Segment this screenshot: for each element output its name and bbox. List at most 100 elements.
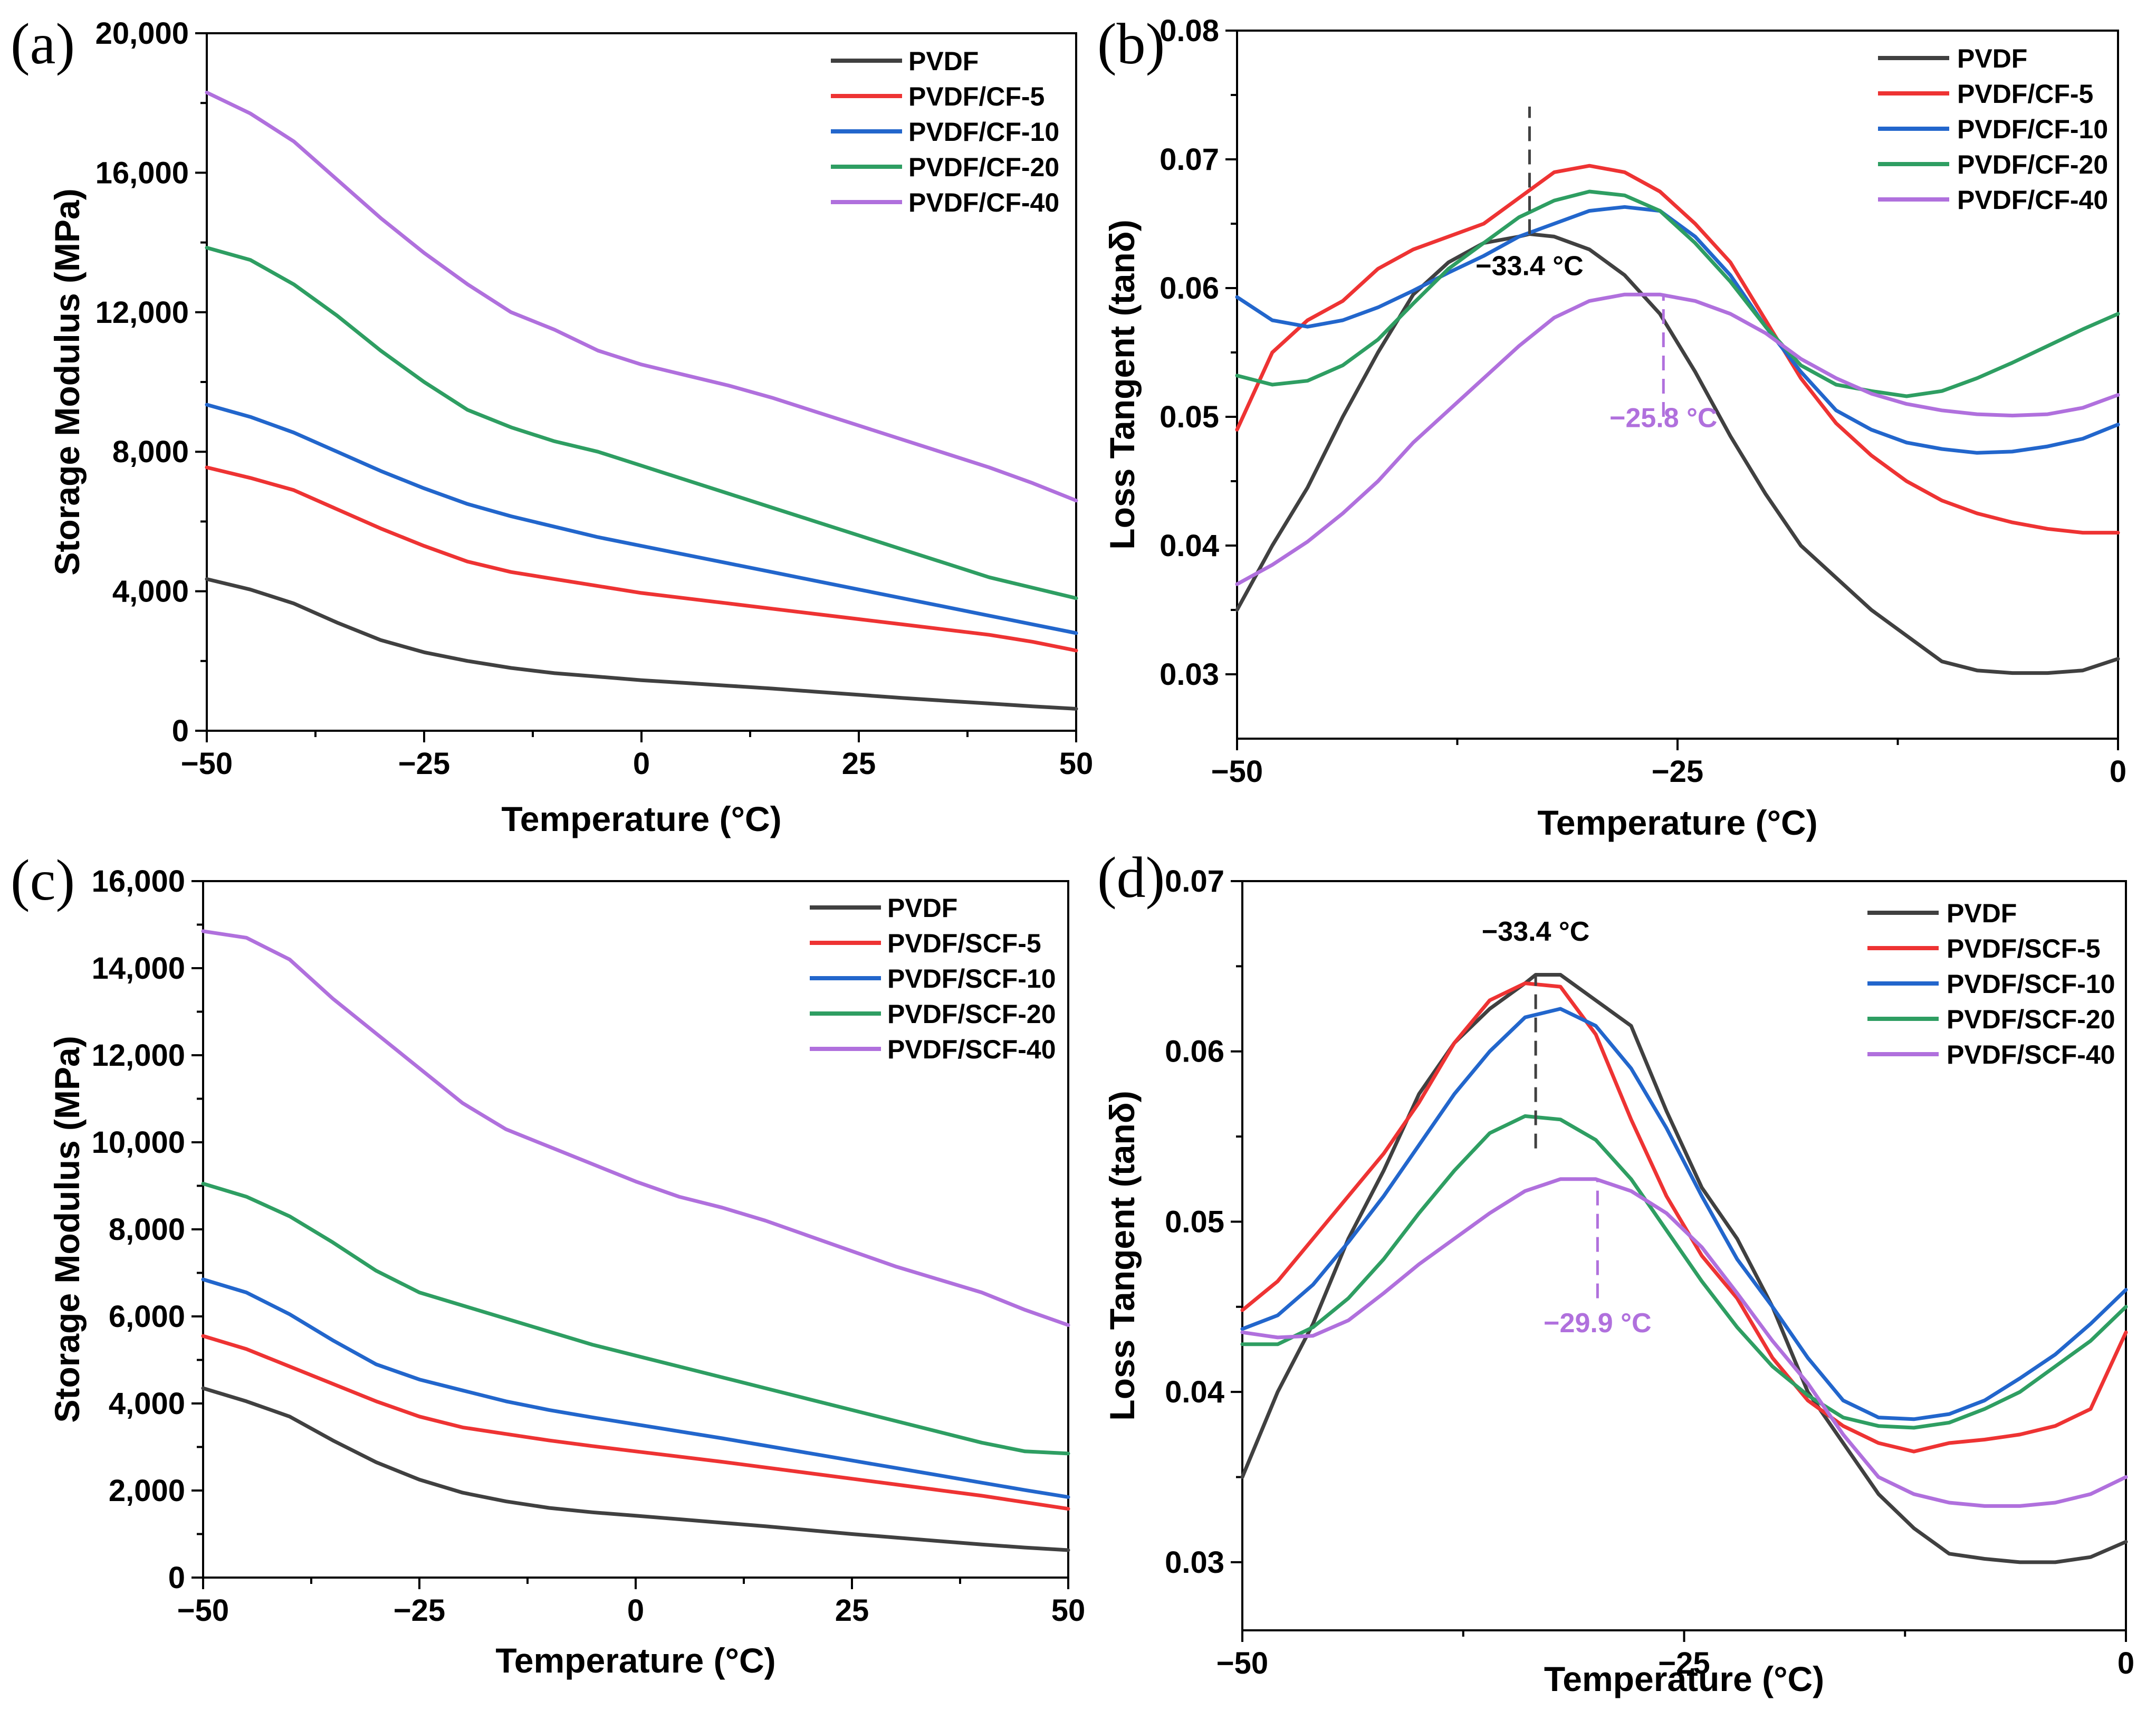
series-line-b-pvdf-cf-20 <box>1235 189 2120 398</box>
series-line-a-pvdf-cf-5 <box>205 465 1078 653</box>
legend-label-a: PVDF/CF-10 <box>908 117 1059 147</box>
y-tick-label-c: 2,000 <box>109 1474 185 1508</box>
legend-label-a: PVDF/CF-40 <box>908 188 1059 217</box>
x-tick-label-a: 25 <box>842 747 876 781</box>
panel-a: (a) −50 −25 0 25 50 0 4,000 8,000 12,000 16,000 20,… <box>11 12 1093 838</box>
x-axis-title-d: Temperature (°C) <box>1544 1659 1824 1698</box>
y-tick-label-c: 6,000 <box>109 1300 185 1334</box>
x-axis-title-a: Temperature (°C) <box>501 799 781 838</box>
y-tick-label-c: 4,000 <box>109 1387 185 1421</box>
x-tick-label-c: 0 <box>627 1593 644 1628</box>
x-tick-label-d: −50 <box>1216 1646 1268 1680</box>
series-line-d-pvdf-scf-40 <box>1240 1177 2128 1508</box>
x-tick-label-b: 0 <box>2110 754 2126 789</box>
y-tick-label-b: 0.07 <box>1160 142 1219 177</box>
panel-letter-a: (a) <box>11 12 75 76</box>
y-tick-label-b: 0.06 <box>1160 271 1219 305</box>
legend-label-a: PVDF/CF-20 <box>908 152 1059 182</box>
panel-letter-c: (c) <box>11 848 75 912</box>
y-tick-label-d: 0.07 <box>1165 864 1224 899</box>
x-tick-label-a: 0 <box>633 747 650 781</box>
legend-label-b: PVDF <box>1957 44 2027 73</box>
series-line-c-pvdf-scf-5 <box>201 1334 1070 1511</box>
series-line-c-pvdf-scf-20 <box>201 1181 1070 1456</box>
legend-label-d: PVDF/SCF-10 <box>1947 969 2115 999</box>
series-line-b-pvdf-cf-5 <box>1235 164 2120 535</box>
peak-label-d: −33.4 °C <box>1482 916 1589 947</box>
legend-label-b: PVDF/CF-40 <box>1957 185 2108 215</box>
series-line-d-pvdf-scf-10 <box>1240 1007 2128 1421</box>
series-line-a-pvdf-cf-10 <box>205 403 1078 635</box>
series-line-a-pvdf-cf-20 <box>205 246 1078 600</box>
legend-label-d: PVDF <box>1947 899 2017 928</box>
legend-label-c: PVDF/SCF-20 <box>887 999 1056 1029</box>
series-line-d-pvdf <box>1240 973 2128 1564</box>
series-line-d-pvdf-scf-20 <box>1240 1114 2128 1430</box>
y-tick-label-c: 8,000 <box>109 1212 185 1247</box>
panel-c: (c) −50 −25 0 25 50 0 2,000 4,000 6,000 8,000 10,00… <box>11 848 1085 1680</box>
series-line-a-pvdf <box>205 577 1078 711</box>
legend-label-b: PVDF/CF-10 <box>1957 114 2108 144</box>
x-tick-label-b: −50 <box>1211 754 1263 789</box>
series-line-b-pvdf-cf-40 <box>1235 292 2120 586</box>
y-tick-label-d: 0.04 <box>1165 1375 1224 1409</box>
peak-label-d: −29.9 °C <box>1544 1308 1651 1339</box>
peak-label-b: −33.4 °C <box>1475 251 1583 282</box>
panel-b: (b) −50 −25 0 0.03 0.04 0.05 0.06 0.07 0.08 Temper… <box>1097 12 2126 842</box>
x-tick-label-a: −50 <box>181 747 233 781</box>
x-tick-label-b: −25 <box>1652 754 1703 789</box>
y-tick-label-c: 10,000 <box>92 1125 185 1160</box>
y-tick-label-a: 16,000 <box>95 156 189 190</box>
y-axis-title-b: Loss Tangent (tanδ) <box>1103 219 1142 549</box>
y-tick-label-c: 12,000 <box>92 1038 185 1073</box>
panel-letter-d: (d) <box>1097 845 1165 910</box>
series-line-c-pvdf <box>201 1386 1070 1552</box>
series-line-b-pvdf-cf-10 <box>1235 205 2120 455</box>
y-tick-label-b: 0.05 <box>1160 400 1219 434</box>
legend-label-a: PVDF <box>908 46 979 76</box>
series-line-a-pvdf-cf-40 <box>205 90 1078 503</box>
y-axis-title-c: Storage Modulus (MPa) <box>47 1036 87 1422</box>
y-tick-label-d: 0.03 <box>1165 1545 1224 1580</box>
x-tick-label-a: 50 <box>1059 747 1094 781</box>
legend-label-d: PVDF/SCF-40 <box>1947 1040 2115 1069</box>
y-tick-label-d: 0.05 <box>1165 1205 1224 1239</box>
x-axis-title-b: Temperature (°C) <box>1537 803 1817 842</box>
y-tick-label-b: 0.04 <box>1160 529 1219 563</box>
legend-label-c: PVDF/SCF-5 <box>887 929 1041 958</box>
legend-label-a: PVDF/CF-5 <box>908 82 1045 111</box>
series-line-b-pvdf <box>1235 232 2120 675</box>
legend-label-d: PVDF/SCF-5 <box>1947 934 2101 963</box>
y-axis-title-d: Loss Tangent (tanδ) <box>1103 1091 1142 1420</box>
x-tick-label-c: −25 <box>394 1593 445 1628</box>
x-tick-label-c: 50 <box>1051 1593 1086 1628</box>
x-tick-label-d: 0 <box>2117 1646 2134 1680</box>
legend-label-c: PVDF <box>887 893 957 923</box>
x-tick-label-c: 25 <box>835 1593 869 1628</box>
y-tick-label-d: 0.06 <box>1165 1035 1224 1069</box>
legend-label-d: PVDF/SCF-20 <box>1947 1005 2115 1034</box>
legend-label-c: PVDF/SCF-40 <box>887 1035 1056 1064</box>
legend-label-b: PVDF/CF-5 <box>1957 79 2093 109</box>
legend-label-c: PVDF/SCF-10 <box>887 964 1056 993</box>
y-axis-title-a: Storage Modulus (MPa) <box>47 188 87 575</box>
y-tick-label-c: 14,000 <box>92 951 185 986</box>
panel-letter-b: (b) <box>1097 12 1165 76</box>
x-tick-label-c: −50 <box>177 1593 229 1628</box>
peak-label-b: −25.8 °C <box>1609 403 1717 434</box>
x-tick-label-a: −25 <box>398 747 450 781</box>
series-line-c-pvdf-scf-10 <box>201 1277 1070 1499</box>
x-tick-label-d: −25 <box>1658 1646 1710 1680</box>
y-tick-label-a: 4,000 <box>112 575 189 609</box>
y-tick-label-a: 8,000 <box>112 435 189 469</box>
y-tick-label-b: 0.03 <box>1160 657 1219 692</box>
y-tick-label-a: 0 <box>172 714 189 748</box>
y-tick-label-a: 20,000 <box>95 16 189 51</box>
y-tick-label-a: 12,000 <box>95 295 189 330</box>
y-tick-label-c: 0 <box>168 1561 185 1595</box>
series-line-c-pvdf-scf-40 <box>201 929 1070 1327</box>
y-tick-label-c: 16,000 <box>92 864 185 899</box>
x-axis-title-c: Temperature (°C) <box>495 1641 775 1680</box>
